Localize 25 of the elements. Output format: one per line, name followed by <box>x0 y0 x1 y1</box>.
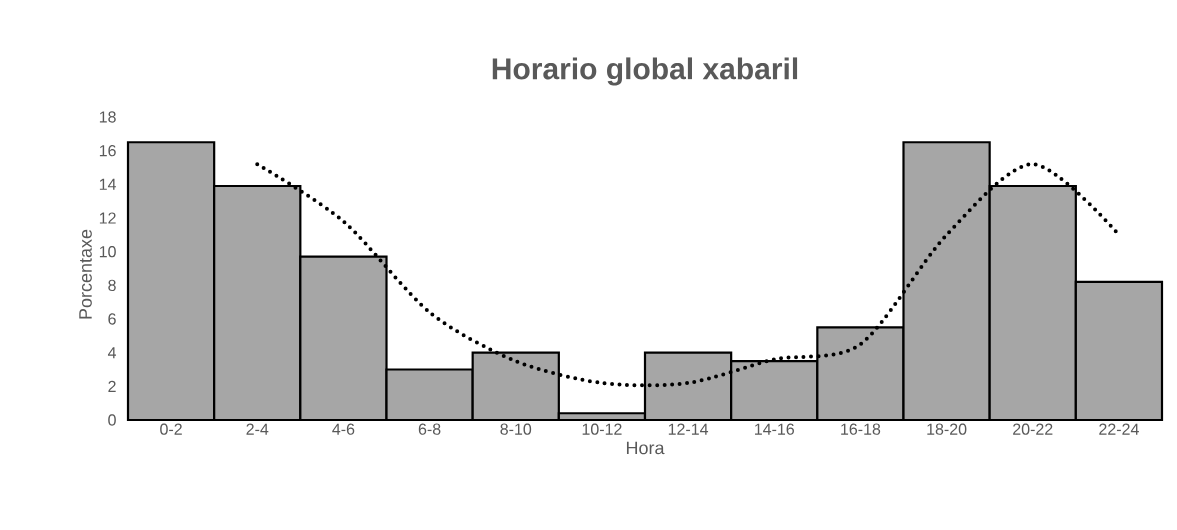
x-tick-label: 22-24 <box>1099 423 1139 435</box>
y-tick-label: 10 <box>99 246 116 258</box>
x-tick-label: 4-6 <box>332 423 355 435</box>
x-tick-label: 14-16 <box>755 423 795 435</box>
chart-title: Horario global xabaril <box>492 57 798 86</box>
y-tick-label: 18 <box>99 111 116 123</box>
y-tick-label: 14 <box>99 178 117 190</box>
y-tick-label: 12 <box>99 212 116 224</box>
x-axis-title: Hora <box>626 441 665 455</box>
y-tick-label: 2 <box>108 380 116 392</box>
x-tick-label: 16-18 <box>841 423 881 435</box>
y-tick-label: 0 <box>108 414 116 426</box>
y-tick-label: 6 <box>108 313 116 325</box>
x-tick-label: 12-14 <box>668 423 709 435</box>
x-tick-label: 0-2 <box>160 423 182 435</box>
x-tick-label: 6-8 <box>418 423 441 435</box>
x-tick-label: 20-22 <box>1013 423 1053 435</box>
x-tick-label: 18-20 <box>927 423 967 435</box>
x-tick-label: 10-12 <box>582 423 622 435</box>
y-tick-label: 4 <box>107 347 117 359</box>
x-tick-label: 2-4 <box>246 423 269 435</box>
y-tick-label: 8 <box>108 279 116 291</box>
y-tick-label: 16 <box>99 145 116 157</box>
x-tick-label: 8-10 <box>500 423 532 435</box>
y-axis-title: Porcentaxe <box>79 229 92 319</box>
